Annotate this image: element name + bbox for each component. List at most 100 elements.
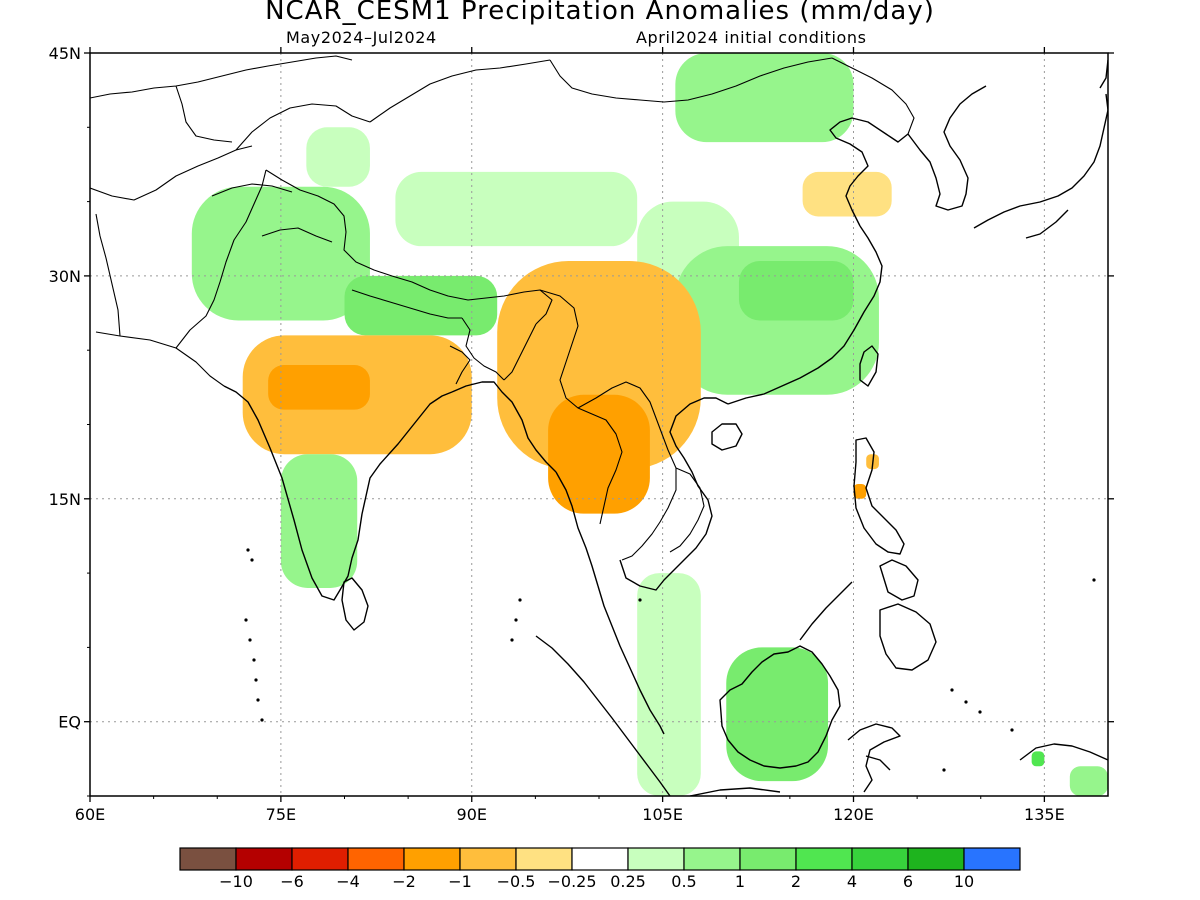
- anomaly-region-4: [675, 53, 854, 143]
- colorbar-swatch: [571, 847, 629, 871]
- colorbar-swatch: [459, 847, 517, 871]
- map-title: NCAR_CESM1 Precipitation Anomalies (mm/d…: [265, 0, 935, 26]
- graticule: [90, 53, 1108, 796]
- bhutan-bangladesh-border: [449, 317, 505, 385]
- anomaly-region-17: [853, 483, 867, 499]
- india-china-border: [265, 169, 553, 325]
- colorbar-swatch: [347, 847, 405, 871]
- island-dot: [942, 768, 946, 772]
- anomaly-field: [191, 53, 1108, 796]
- lon-tick-label: 90E: [457, 805, 487, 824]
- anomaly-region-13: [280, 454, 358, 588]
- colorbar-label: −0.25: [547, 872, 596, 891]
- colorbar-label: −4: [336, 872, 360, 891]
- colorbar-label: 2: [791, 872, 801, 891]
- island-dot: [246, 548, 250, 552]
- colorbar-label: −1: [448, 872, 472, 891]
- lon-tick-label: 135E: [1024, 805, 1065, 824]
- colorbar-label: −6: [280, 872, 304, 891]
- tibet-inner-borders: [211, 183, 333, 243]
- japan-coastline: [973, 59, 1108, 239]
- india-coastline: [223, 385, 453, 601]
- kazakh-kyrgyz-borders: [90, 55, 353, 143]
- island-dot: [256, 698, 260, 702]
- colorbar-swatch: [907, 847, 965, 871]
- vietnam-cambodia-border: [669, 467, 705, 553]
- anomaly-region-16: [764, 706, 816, 767]
- colorbar-swatch: [627, 847, 685, 871]
- hainan-coastline: [711, 423, 743, 451]
- china-interior-borders: [235, 57, 915, 151]
- sri-lanka-coastline: [341, 577, 369, 631]
- bangladesh-coastline: [451, 381, 557, 473]
- colorbar-label: 0.25: [610, 872, 646, 891]
- anomaly-region-20: [1069, 766, 1108, 796]
- anomaly-region-1: [191, 186, 370, 321]
- luzon-coastline: [853, 437, 905, 555]
- bohai-coastline: [829, 117, 909, 227]
- lon-tick-label: 75E: [266, 805, 296, 824]
- colorbar-label: 4: [847, 872, 857, 891]
- small-islands: [244, 548, 1096, 772]
- island-dot: [514, 618, 518, 622]
- anomaly-region-10: [268, 365, 370, 410]
- anomaly-region-2: [344, 275, 498, 336]
- colorbar-swatch: [235, 847, 293, 871]
- colorbar-swatch: [683, 847, 741, 871]
- anomaly-region-12: [548, 394, 650, 514]
- thailand-laos-border: [577, 381, 677, 561]
- island-dot: [950, 688, 954, 692]
- anomaly-region-7: [738, 261, 854, 321]
- colorbar-swatch: [851, 847, 909, 871]
- taiwan-coastline: [859, 345, 879, 387]
- colorbar-label: 0.5: [671, 872, 696, 891]
- island-dot: [638, 598, 642, 602]
- anomaly-region-11: [497, 261, 701, 470]
- colorbar-swatch: [795, 847, 853, 871]
- island-dot: [248, 638, 252, 642]
- axis-labels: 45N 30N 15N EQ 60E 75E 90E 105E 120E 135E: [49, 44, 1065, 824]
- colorbar-label: −2: [392, 872, 416, 891]
- island-dot: [510, 638, 514, 642]
- borneo-coastline: [719, 645, 841, 769]
- sulawesi-coastline: [847, 723, 901, 793]
- iran-afghanistan-border: [90, 145, 253, 337]
- colorbar-label: 1: [735, 872, 745, 891]
- south-china-coastline: [727, 225, 883, 405]
- anomaly-region-3: [395, 171, 638, 247]
- island-dot: [244, 618, 248, 622]
- palawan-coastline: [799, 581, 853, 641]
- sumatra-coastline: [535, 635, 671, 796]
- colorbar-label: 6: [903, 872, 913, 891]
- initial-conditions-label: April2024 initial conditions: [636, 28, 867, 47]
- lat-tick-label: 15N: [49, 490, 81, 509]
- colorbar-swatch: [179, 847, 237, 871]
- nepal-border: [351, 289, 462, 319]
- colorbar: −10 −6 −4 −2 −1 −0.5 −0.25 0.25 0.5 1 2 4 6 10: [179, 847, 1021, 891]
- lon-tick-label: 120E: [833, 805, 874, 824]
- colorbar-label: −10: [219, 872, 253, 891]
- axis-ticks: [84, 47, 1114, 802]
- myanmar-coastline: [555, 471, 599, 587]
- korea-coastline: [907, 85, 987, 211]
- lon-tick-label: 60E: [75, 805, 105, 824]
- visayas-coastline: [879, 559, 919, 601]
- lat-tick-label: 30N: [49, 267, 81, 286]
- island-dot: [964, 700, 968, 704]
- forecast-period-label: May2024–Jul2024: [286, 28, 437, 47]
- lon-tick-label: 105E: [642, 805, 683, 824]
- island-dot: [260, 718, 264, 722]
- mindanao-coastline: [879, 603, 937, 671]
- java-coastline: [689, 787, 781, 796]
- colorbar-swatch: [963, 847, 1021, 871]
- island-dot: [1092, 578, 1096, 582]
- malay-peninsula-coastline: [597, 585, 665, 735]
- island-dot: [250, 558, 254, 562]
- island-dot: [518, 598, 522, 602]
- island-dot: [252, 658, 256, 662]
- anomaly-region-19: [1031, 751, 1045, 767]
- colorbar-label: −0.5: [497, 872, 536, 891]
- new-guinea-coastline: [1019, 743, 1108, 761]
- island-dot: [1010, 728, 1014, 732]
